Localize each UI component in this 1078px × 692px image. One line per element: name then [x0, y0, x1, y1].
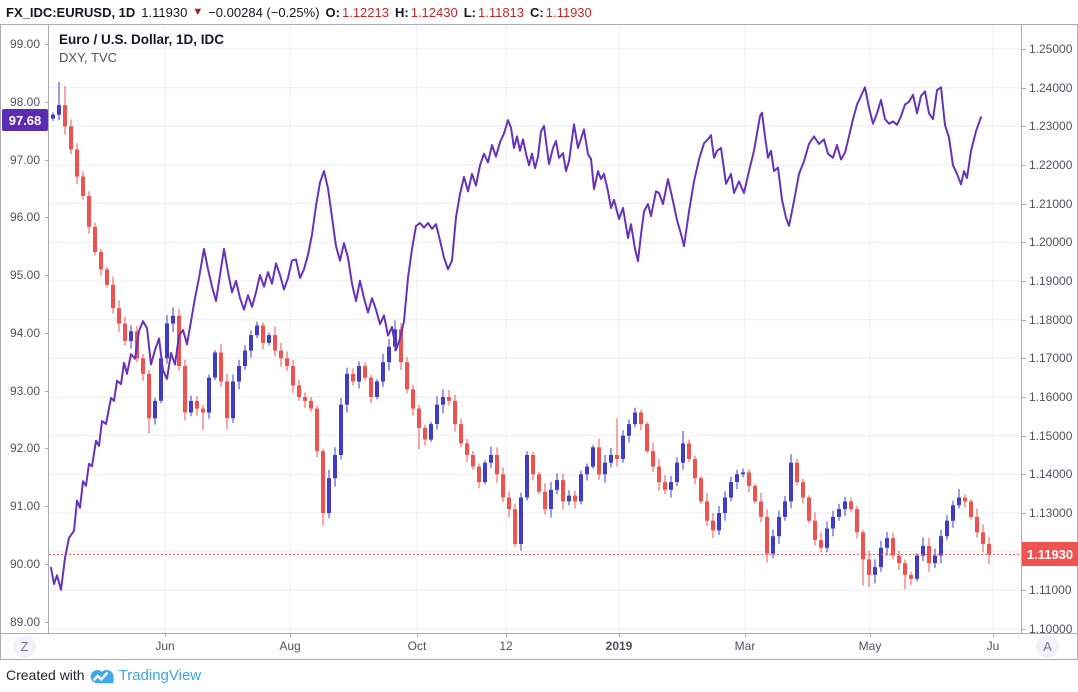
price-change: −0.00284 (−0.25%) [208, 4, 320, 20]
chart-legend: Euro / U.S. Dollar, 1D, IDC DXY, TVC [59, 31, 224, 66]
chart-plot-area[interactable]: Euro / U.S. Dollar, 1D, IDC DXY, TVC [49, 25, 1021, 633]
right-axis-tick-label: 1.22000 [1029, 158, 1073, 172]
right-axis-tick [1022, 513, 1026, 514]
right-axis-tick [1022, 203, 1026, 205]
left-axis-tick-label: 98.00 [9, 94, 40, 109]
price-down-triangle-icon: ▼ [192, 6, 204, 18]
tradingview-logo-icon [90, 669, 114, 683]
time-axis-tick [506, 633, 507, 637]
right-axis-tick [1022, 126, 1026, 128]
high-field: H: 1.12430 [394, 4, 458, 20]
right-axis-tick [1022, 319, 1026, 321]
left-axis-tick-label: 99.00 [9, 37, 40, 51]
time-axis-label: Mar [734, 639, 756, 653]
left-axis-tick [45, 217, 49, 219]
right-axis-tick-label: 1.23000 [1029, 119, 1073, 134]
time-axis-label: Aug [279, 639, 301, 653]
time-axis-label: Jun [155, 639, 175, 653]
right-axis-tick-label: 1.11000 [1029, 583, 1072, 598]
eurusd-candlestick-series [51, 81, 991, 590]
left-axis-tick [45, 621, 49, 623]
right-axis-tick [1022, 435, 1026, 437]
left-axis-tick [45, 332, 49, 334]
open-field: O: 1.12213 [325, 4, 389, 20]
time-axis-tick [745, 633, 746, 637]
left-axis-tick [45, 448, 49, 450]
left-axis-tick-label: 89.00 [9, 614, 40, 629]
time-axis-label: Ju [986, 639, 1000, 653]
left-axis-tick-label: 96.00 [9, 210, 40, 225]
time-axis-tick [619, 633, 620, 637]
left-axis-tick-label: 95.00 [9, 268, 40, 282]
symbol-header: FX_IDC:EURUSD, 1D 1.11930 ▼ −0.00284 (−0… [0, 0, 1078, 24]
time-axis-label: May [858, 639, 882, 653]
time-axis-tick [870, 633, 871, 637]
tradingview-brand-link[interactable]: TradingView [118, 666, 202, 684]
legend-compare-series-title[interactable]: DXY, TVC [59, 50, 118, 65]
right-axis-tick-label: 1.25000 [1029, 42, 1073, 56]
low-field: L: 1.11813 [463, 4, 525, 20]
right-axis-tick-label: 1.10000 [1029, 622, 1073, 636]
left-axis-tick [45, 44, 49, 45]
right-axis-tick-label: 1.17000 [1029, 351, 1073, 366]
auto-scale-button[interactable]: A [1036, 635, 1059, 658]
right-axis-tick [1022, 629, 1026, 630]
right-axis-tick [1022, 87, 1026, 89]
right-axis-tick-label: 1.13000 [1029, 506, 1073, 520]
last-price: 1.11930 [141, 4, 188, 20]
right-axis-tick [1022, 590, 1026, 592]
time-axis-label: Oct [407, 639, 427, 653]
chart-canvas [49, 25, 1021, 633]
time-axis-tick [165, 633, 166, 637]
time-axis-tick [993, 633, 994, 637]
timezone-button[interactable]: Z [13, 635, 36, 658]
right-axis-tick [1022, 165, 1026, 166]
left-axis-tick [45, 506, 49, 507]
right-axis-tick-label: 1.24000 [1029, 80, 1073, 95]
created-with-label: Created with [6, 667, 85, 683]
right-axis-tick [1022, 49, 1026, 50]
chart-widget: Euro / U.S. Dollar, 1D, IDC DXY, TVC 97.… [0, 24, 1078, 660]
time-axis-tick [290, 633, 291, 637]
right-axis-tick [1022, 397, 1026, 398]
time-axis[interactable]: Z A Jun Aug Oct 12 2019 Mar May Ju [1, 633, 1077, 658]
left-axis-tick-label: 94.00 [9, 325, 40, 340]
right-axis-tick [1022, 358, 1026, 360]
right-price-axis[interactable]: 1.11930 1.25000 1.24000 1.23000 1.22000 1.21… [1021, 25, 1078, 636]
dxy-last-value-badge: 97.68 [2, 109, 48, 131]
attribution-footer: Created with TradingView [6, 660, 201, 690]
right-axis-tick [1022, 242, 1026, 244]
close-field: C: 1.11930 [530, 4, 592, 20]
left-axis-tick-label: 91.00 [9, 499, 40, 513]
time-axis-tick [417, 633, 418, 637]
right-axis-tick-label: 1.18000 [1029, 312, 1073, 327]
left-axis-tick [45, 101, 49, 103]
left-axis-tick [45, 275, 49, 276]
symbol-interval-label[interactable]: FX_IDC:EURUSD, 1D [6, 4, 136, 20]
time-axis-label: 12 [499, 639, 513, 653]
left-axis-tick-label: 97.00 [9, 152, 40, 167]
left-axis-tick-label: 92.00 [9, 441, 40, 456]
left-axis-tick [45, 159, 49, 161]
left-axis-tick [45, 563, 49, 565]
right-axis-tick-label: 1.19000 [1029, 274, 1073, 288]
eurusd-last-price-badge: 1.11930 [1022, 542, 1078, 566]
time-axis-label: 2019 [605, 639, 633, 653]
right-axis-tick [1022, 281, 1026, 282]
right-axis-tick-label: 1.20000 [1029, 235, 1073, 250]
dxy-line-series [50, 86, 982, 591]
right-axis-tick-label: 1.15000 [1029, 428, 1073, 443]
left-axis-tick-label: 90.00 [9, 556, 40, 571]
left-axis-tick-label: 93.00 [9, 383, 40, 398]
legend-main-series-title[interactable]: Euro / U.S. Dollar, 1D, IDC [59, 32, 225, 47]
grid-lines [49, 25, 1021, 633]
left-price-axis[interactable]: 97.68 99.00 98.00 97.00 96.00 95.00 94.00 93.0… [1, 25, 49, 633]
right-axis-tick-label: 1.16000 [1029, 390, 1073, 404]
left-axis-tick [45, 390, 49, 392]
right-axis-tick-label: 1.14000 [1029, 467, 1073, 482]
right-axis-tick [1022, 474, 1026, 476]
right-axis-tick-label: 1.21000 [1029, 196, 1073, 211]
